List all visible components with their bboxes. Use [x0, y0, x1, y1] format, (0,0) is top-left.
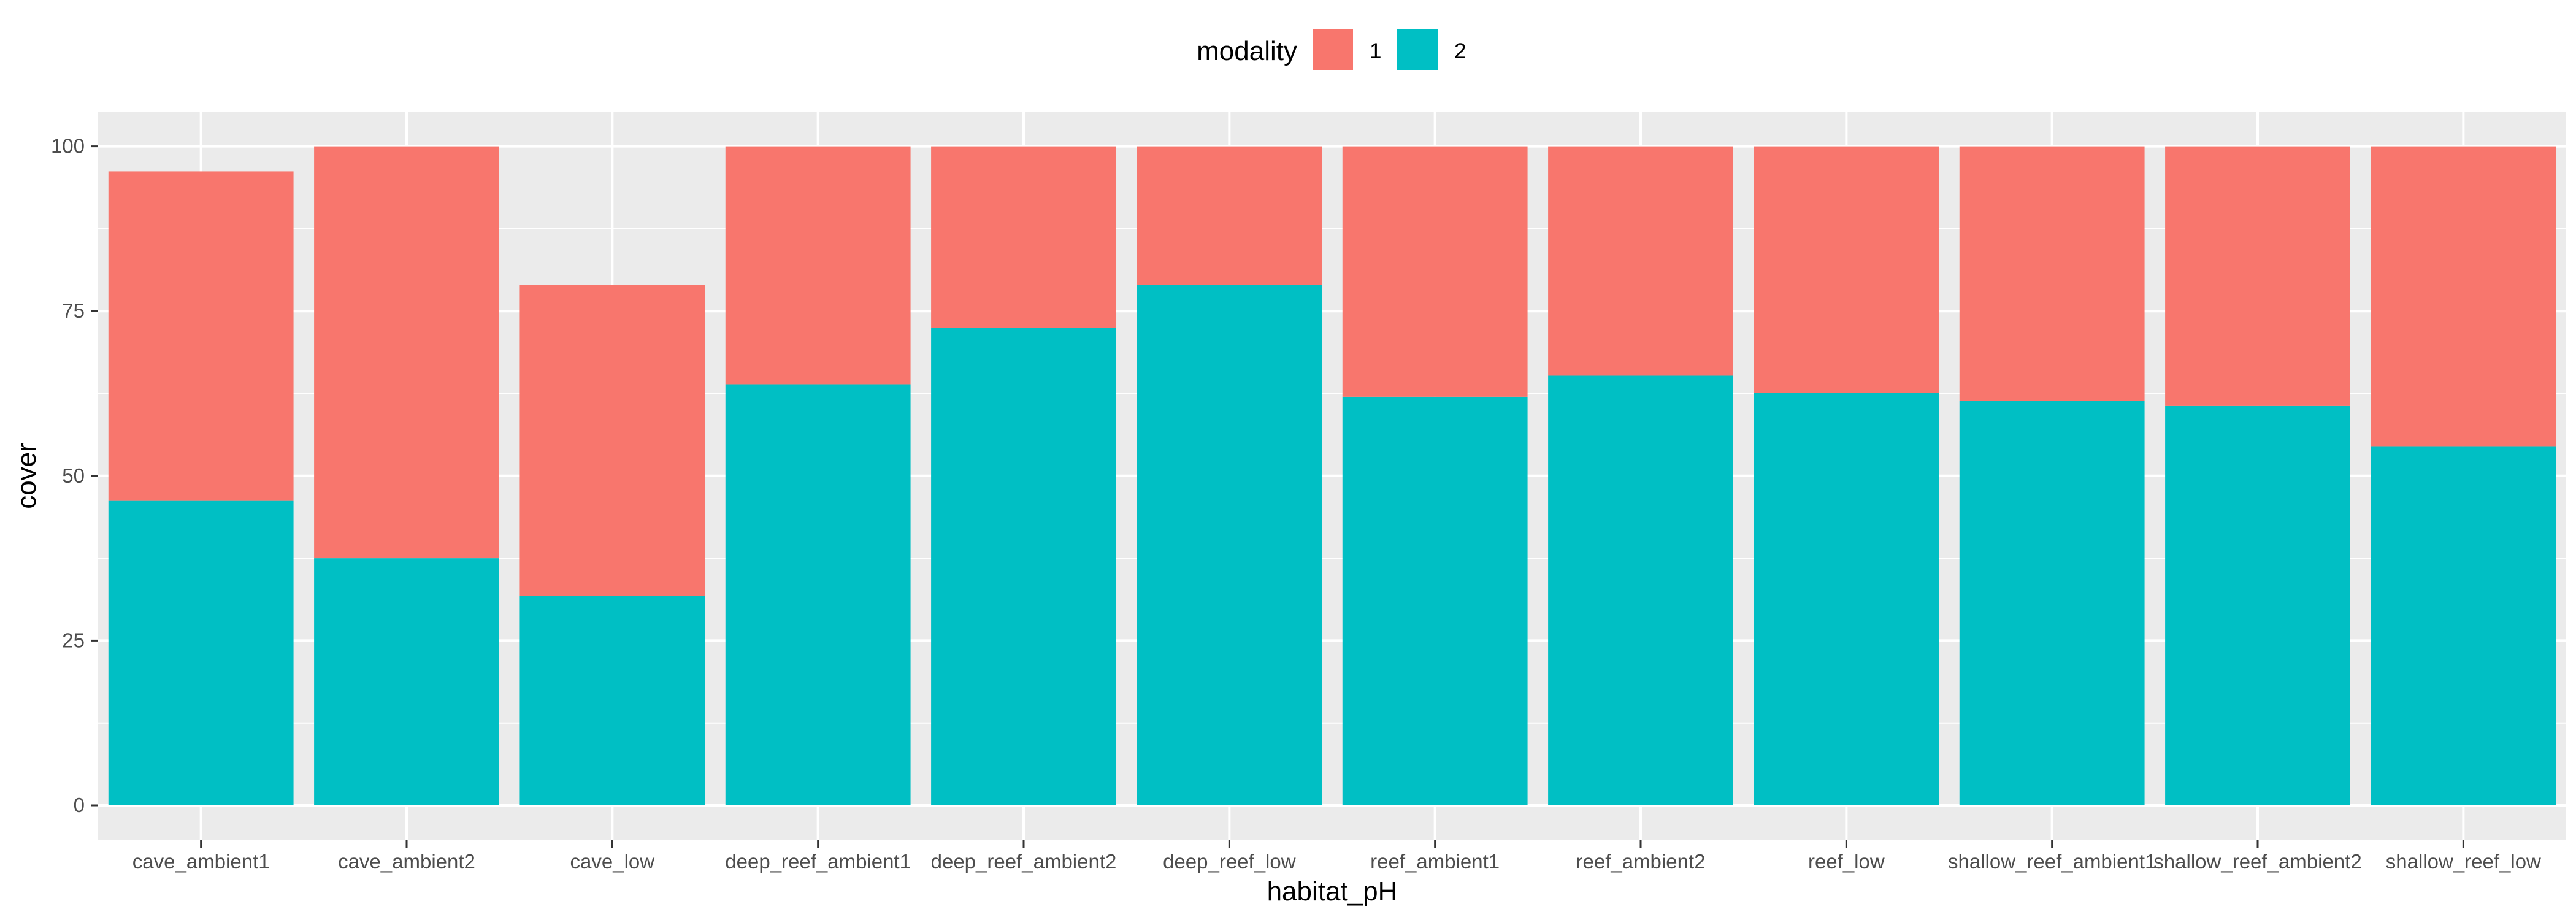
- bar-reef_ambient2-modality-2: [1548, 375, 1733, 805]
- x-tick-label: reef_ambient1: [1370, 850, 1500, 873]
- legend: modality 1 2: [1197, 29, 1466, 70]
- y-tick-label: 0: [74, 794, 85, 816]
- x-tick-label: deep_reef_ambient1: [725, 850, 911, 873]
- bar-reef_ambient2-modality-1: [1548, 146, 1733, 376]
- bar-shallow_reef_low-modality-1: [2371, 146, 2556, 447]
- bar-shallow_reef_ambient1-modality-2: [1959, 401, 2145, 805]
- legend-key-2: [1397, 29, 1438, 70]
- x-tick-label: deep_reef_low: [1163, 850, 1296, 873]
- bar-reef_low-modality-2: [1754, 393, 1939, 805]
- bar-deep_reef_low-modality-2: [1137, 285, 1322, 806]
- bar-deep_reef_low-modality-1: [1137, 146, 1322, 285]
- bar-cave_ambient1-modality-2: [108, 500, 294, 805]
- legend-label-1: 1: [1370, 39, 1381, 63]
- bar-cave_low-modality-1: [519, 285, 705, 596]
- bars: [108, 146, 2556, 806]
- y-axis-title: cover: [12, 443, 42, 509]
- y-tick-label: 25: [62, 629, 85, 651]
- bar-shallow_reef_ambient2-modality-1: [2165, 146, 2350, 406]
- bar-cave_ambient1-modality-1: [108, 171, 294, 501]
- legend-key-1: [1313, 29, 1353, 70]
- x-tick-label: shallow_reef_low: [2386, 850, 2541, 873]
- grid-minor: [98, 228, 2566, 724]
- bar-deep_reef_ambient2-modality-1: [931, 146, 1116, 328]
- x-tick-label: cave_ambient2: [338, 850, 475, 873]
- bar-deep_reef_ambient2-modality-2: [931, 328, 1116, 805]
- x-tick-label: cave_low: [570, 850, 655, 873]
- x-tick-label: shallow_reef_ambient1: [1948, 850, 2156, 873]
- legend-label-2: 2: [1454, 39, 1466, 63]
- bar-cave_ambient2-modality-1: [314, 146, 499, 559]
- x-tick-label: reef_low: [1808, 850, 1885, 873]
- bar-shallow_reef_low-modality-2: [2371, 446, 2556, 805]
- x-tick-label: deep_reef_ambient2: [931, 850, 1117, 873]
- y-axis: 0 25 50 75 100: [51, 135, 98, 816]
- bar-cave_low-modality-2: [519, 596, 705, 805]
- bar-reef_low-modality-1: [1754, 146, 1939, 393]
- bar-cave_ambient2-modality-2: [314, 558, 499, 805]
- x-tick-label: reef_ambient2: [1576, 850, 1706, 873]
- bar-shallow_reef_ambient1-modality-1: [1959, 146, 2145, 401]
- x-axis: cave_ambient1 cave_ambient2 cave_low deep_r…: [132, 840, 2541, 873]
- x-tick-label: shallow_reef_ambient2: [2153, 850, 2361, 873]
- bar-reef_ambient1-modality-1: [1342, 146, 1528, 397]
- y-tick-label: 100: [51, 135, 85, 158]
- x-axis-title: habitat_pH: [1267, 876, 1398, 907]
- bar-deep_reef_ambient1-modality-1: [725, 146, 911, 385]
- legend-title: modality: [1197, 36, 1297, 66]
- y-tick-label: 50: [62, 464, 85, 487]
- bar-deep_reef_ambient1-modality-2: [725, 384, 911, 805]
- bar-reef_ambient1-modality-2: [1342, 396, 1528, 805]
- y-tick-label: 75: [62, 299, 85, 322]
- bar-shallow_reef_ambient2-modality-2: [2165, 405, 2350, 805]
- x-tick-label: cave_ambient1: [132, 850, 270, 873]
